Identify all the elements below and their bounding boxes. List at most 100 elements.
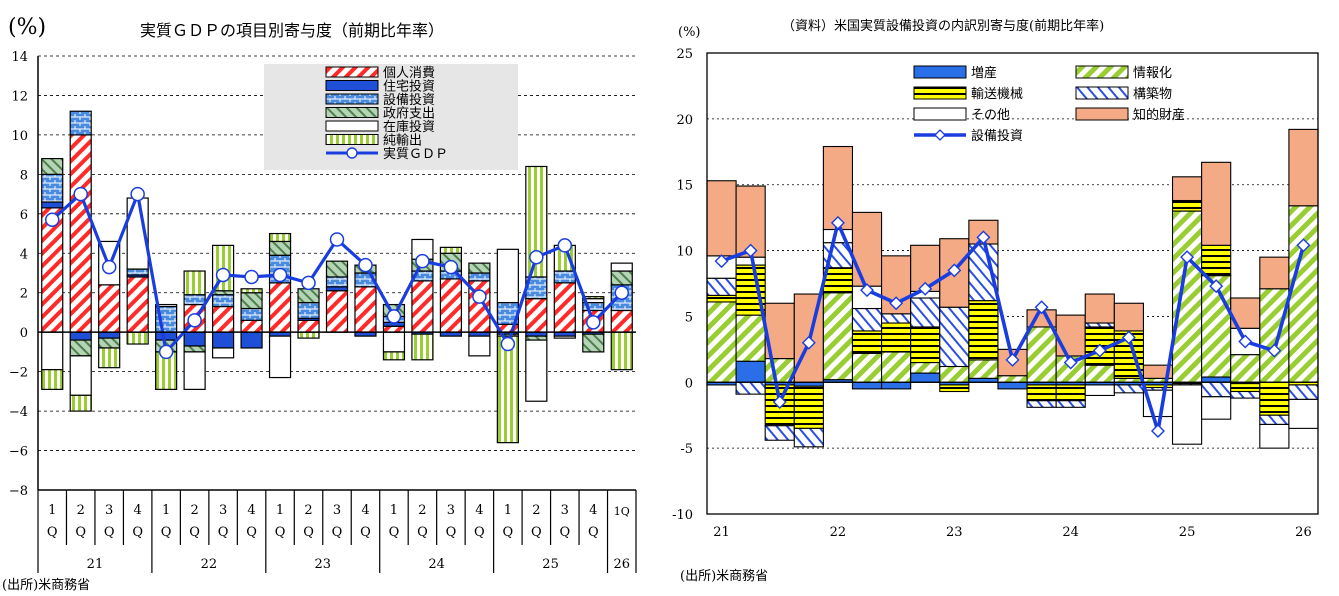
chart2-ytick-label: 5	[685, 310, 693, 325]
chart1-ytick-label: 4	[20, 247, 28, 262]
chart1-quarter-q: Q	[559, 525, 570, 540]
chart2-year-label: 24	[1062, 525, 1079, 540]
chart1-quarter-number: 3	[447, 503, 455, 518]
chart1-bar-equipment	[41, 173, 64, 203]
chart2-bar-structures	[851, 307, 883, 332]
chart1-bar-government	[468, 262, 491, 274]
chart2-capex-point	[801, 335, 816, 350]
chart1-quarter-q: Q	[132, 525, 143, 540]
chart1-gdp-point	[500, 336, 516, 352]
chart2-bar-structures	[968, 243, 999, 302]
chart1-legend-marker	[346, 147, 358, 159]
chart2-bar-info	[997, 375, 1028, 383]
chart1-bar-residential	[69, 331, 92, 341]
chart1-gdp-point	[614, 285, 630, 300]
chart1-gdp-point	[301, 275, 316, 291]
chart1-year-label: 26	[613, 557, 630, 572]
chart1-bar-inventory	[468, 335, 491, 357]
chart1-bar-inventory	[382, 331, 406, 353]
chart1-bar-consumption	[553, 282, 576, 333]
chart1-gdp-point	[73, 186, 88, 202]
chart2-bar-info	[1259, 288, 1290, 383]
chart1-bar-net_exports	[610, 331, 633, 371]
chart1-quarter-q: Q	[104, 525, 115, 540]
chart2-bar-info	[1230, 354, 1261, 383]
chart1-quarter-number: 3	[561, 503, 569, 518]
chart2-capex-point	[1063, 355, 1078, 370]
chart2-capex-point	[1296, 238, 1311, 253]
chart2-bar-other	[1259, 423, 1290, 449]
chart2-bar-structures	[910, 297, 941, 328]
chart1-bar-equipment	[325, 276, 349, 288]
chart1-quarter-number: 2	[77, 503, 85, 518]
chart1-quarter-q: Q	[446, 525, 457, 540]
chart2-legend-swatch-increase	[913, 65, 967, 79]
chart1-quarter-number: 2	[190, 503, 198, 518]
chart2-bar-ip	[1259, 256, 1290, 290]
chart1-bar-inventory	[553, 335, 576, 339]
chart2-legend-swatch-info	[1075, 65, 1129, 79]
chart2-bar-info	[1026, 326, 1057, 383]
chart2-legend-label: 情報化	[1133, 66, 1172, 81]
chart2-bar-ip	[1288, 128, 1319, 207]
chart1-bar-government	[41, 157, 64, 175]
chart2-bar-transport	[706, 294, 737, 303]
chart2-bar-ip	[1171, 176, 1203, 202]
chart2-bar-structures	[1026, 400, 1057, 408]
chart2-bar-info	[1084, 364, 1115, 383]
chart1-gdp-point	[272, 267, 288, 283]
chart2-bar-transport	[1055, 384, 1086, 402]
chart2-bar-structures	[1288, 384, 1319, 400]
chart1-quarter-number: 1	[390, 503, 398, 518]
chart1-legend-swatch-inventory	[325, 120, 379, 132]
chart2-bar-transport	[939, 384, 970, 393]
chart2-bar-other	[1084, 384, 1115, 397]
chart1-bar-net_exports	[411, 333, 434, 361]
chart1-bar-consumption	[297, 319, 320, 333]
chart1-bar-consumption	[69, 134, 92, 333]
chart1-gdp-point	[358, 257, 373, 273]
chart1-bar-residential	[240, 331, 263, 349]
chart1-axes: 14121086420−2−4−6−81Q2Q3Q4Q1Q2Q3Q4Q1Q2Q3…	[9, 50, 637, 573]
chart1-ytick-label: −2	[9, 366, 28, 381]
chart1-legend-label: 住宅投資	[383, 79, 435, 95]
chart1-gdp-point	[386, 309, 402, 324]
chart2-bar-transport	[1201, 244, 1232, 277]
chart1-legend-label: 実質ＧＤＰ	[383, 146, 448, 162]
chart2-bar-structures	[764, 425, 795, 441]
chart1-bar-equipment	[69, 110, 92, 136]
chart2-ytick-label: 25	[676, 47, 693, 62]
chart1-gdp-point	[187, 313, 202, 328]
chart2-ytick-label: 0	[685, 376, 693, 391]
chart2-capex-point	[830, 215, 845, 230]
chart2-bar-increase	[881, 381, 912, 390]
chart1-bar-government	[582, 333, 605, 353]
chart2-bar-info	[706, 301, 737, 383]
chart2-capex-point	[714, 254, 729, 269]
chart1-bar-residential	[183, 331, 206, 347]
chart2-bar-transport	[1259, 381, 1290, 416]
chart2-year-label: 21	[713, 525, 730, 540]
chart1-quarter-q: Q	[332, 525, 343, 540]
chart1-bar-inventory	[183, 351, 206, 390]
chart1-quarter-q: Q	[503, 525, 514, 540]
chart1-gdp-point	[158, 344, 174, 360]
chart1-gdp-point	[443, 259, 459, 275]
chart1-bar-government	[98, 337, 121, 349]
chart1-gdp-point	[130, 186, 145, 202]
chart2-bar-ip	[1084, 293, 1115, 324]
chart1-bar-inventory	[211, 347, 235, 359]
chart2-capex-point	[976, 230, 991, 245]
chart2-bar-info	[881, 351, 912, 383]
chart1-legend-label: 設備投資	[383, 92, 435, 108]
chart2-bar-structures	[706, 277, 737, 296]
chart1-legend-swatch-consumption	[325, 66, 379, 78]
chart1-bar-net_exports	[41, 369, 64, 390]
chart1-bar-consumption	[126, 276, 149, 333]
chart1-bar-net_exports	[382, 351, 406, 361]
chart1-bar-residential	[98, 331, 121, 339]
chart1-legend-swatch-residential	[325, 80, 379, 91]
chart1-bar-equipment	[211, 294, 235, 308]
